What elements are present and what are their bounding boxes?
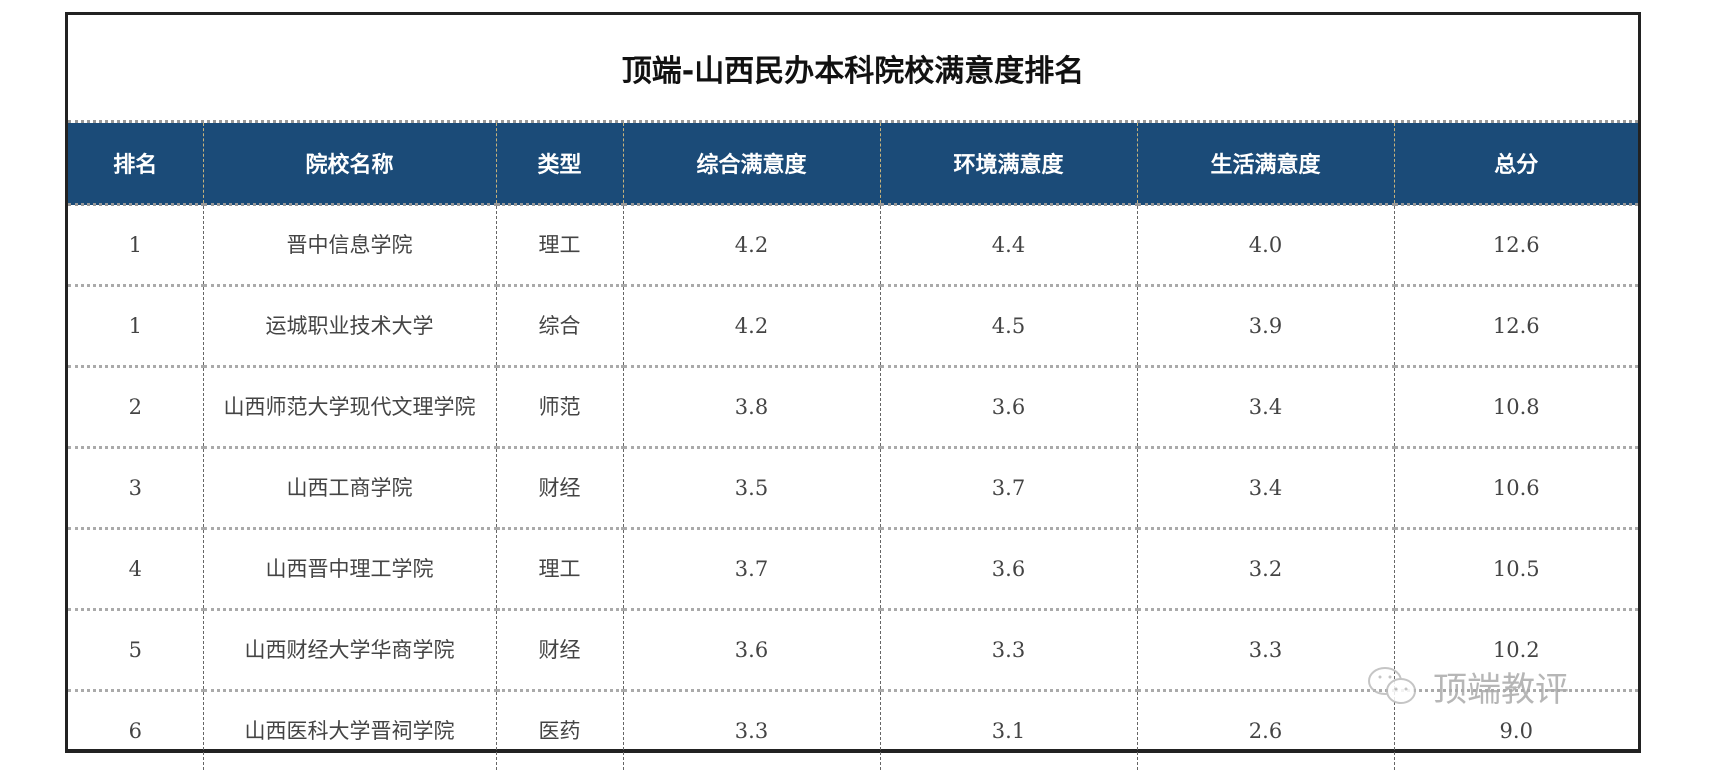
cell-life-score: 3.3 — [1137, 610, 1394, 691]
cell-life-score: 3.4 — [1137, 367, 1394, 448]
cell-type: 财经 — [496, 448, 623, 529]
cell-type: 师范 — [496, 367, 623, 448]
cell-school-name: 晋中信息学院 — [203, 205, 496, 286]
cell-life-score: 3.9 — [1137, 286, 1394, 367]
col-header-life: 生活满意度 — [1137, 123, 1394, 205]
cell-type: 医药 — [496, 691, 623, 770]
header-row: 排名 院校名称 类型 综合满意度 环境满意度 生活满意度 总分 — [68, 123, 1638, 205]
cell-total-score: 10.8 — [1394, 367, 1638, 448]
cell-life-score: 2.6 — [1137, 691, 1394, 770]
cell-rank: 2 — [68, 367, 203, 448]
watermark-text: 顶端教评 — [1433, 662, 1569, 711]
cell-overall-score: 3.5 — [623, 448, 880, 529]
col-header-environment: 环境满意度 — [880, 123, 1137, 205]
cell-life-score: 3.4 — [1137, 448, 1394, 529]
cell-school-name: 山西财经大学华商学院 — [203, 610, 496, 691]
col-header-name: 院校名称 — [203, 123, 496, 205]
cell-type: 财经 — [496, 610, 623, 691]
col-header-type: 类型 — [496, 123, 623, 205]
cell-total-score: 12.6 — [1394, 286, 1638, 367]
cell-rank: 5 — [68, 610, 203, 691]
wechat-icon — [1365, 665, 1427, 709]
cell-total-score: 12.6 — [1394, 205, 1638, 286]
cell-type: 理工 — [496, 529, 623, 610]
cell-rank: 3 — [68, 448, 203, 529]
cell-total-score: 10.5 — [1394, 529, 1638, 610]
cell-overall-score: 3.7 — [623, 529, 880, 610]
watermark: 顶端教评 — [1365, 662, 1569, 711]
cell-rank: 4 — [68, 529, 203, 610]
cell-environment-score: 3.7 — [880, 448, 1137, 529]
cell-rank: 1 — [68, 205, 203, 286]
cell-environment-score: 3.3 — [880, 610, 1137, 691]
cell-school-name: 山西晋中理工学院 — [203, 529, 496, 610]
col-header-rank: 排名 — [68, 123, 203, 205]
cell-rank: 6 — [68, 691, 203, 770]
cell-rank: 1 — [68, 286, 203, 367]
cell-environment-score: 3.6 — [880, 529, 1137, 610]
cell-environment-score: 4.5 — [880, 286, 1137, 367]
cell-overall-score: 3.6 — [623, 610, 880, 691]
cell-environment-score: 4.4 — [880, 205, 1137, 286]
cell-life-score: 4.0 — [1137, 205, 1394, 286]
cell-school-name: 山西师范大学现代文理学院 — [203, 367, 496, 448]
cell-type: 综合 — [496, 286, 623, 367]
cell-overall-score: 4.2 — [623, 205, 880, 286]
cell-school-name: 运城职业技术大学 — [203, 286, 496, 367]
cell-total-score: 10.6 — [1394, 448, 1638, 529]
cell-overall-score: 3.3 — [623, 691, 880, 770]
cell-type: 理工 — [496, 205, 623, 286]
ranking-table-frame: 顶端-山西民办本科院校满意度排名 排名 院校名称 类型 综合满意度 环境满意度 … — [65, 12, 1641, 753]
cell-overall-score: 3.8 — [623, 367, 880, 448]
cell-school-name: 山西医科大学晋祠学院 — [203, 691, 496, 770]
table-title: 顶端-山西民办本科院校满意度排名 — [68, 15, 1638, 123]
cell-overall-score: 4.2 — [623, 286, 880, 367]
col-header-overall: 综合满意度 — [623, 123, 880, 205]
cell-environment-score: 3.6 — [880, 367, 1137, 448]
cell-school-name: 山西工商学院 — [203, 448, 496, 529]
cell-life-score: 3.2 — [1137, 529, 1394, 610]
cell-environment-score: 3.1 — [880, 691, 1137, 770]
col-header-total: 总分 — [1394, 123, 1638, 205]
